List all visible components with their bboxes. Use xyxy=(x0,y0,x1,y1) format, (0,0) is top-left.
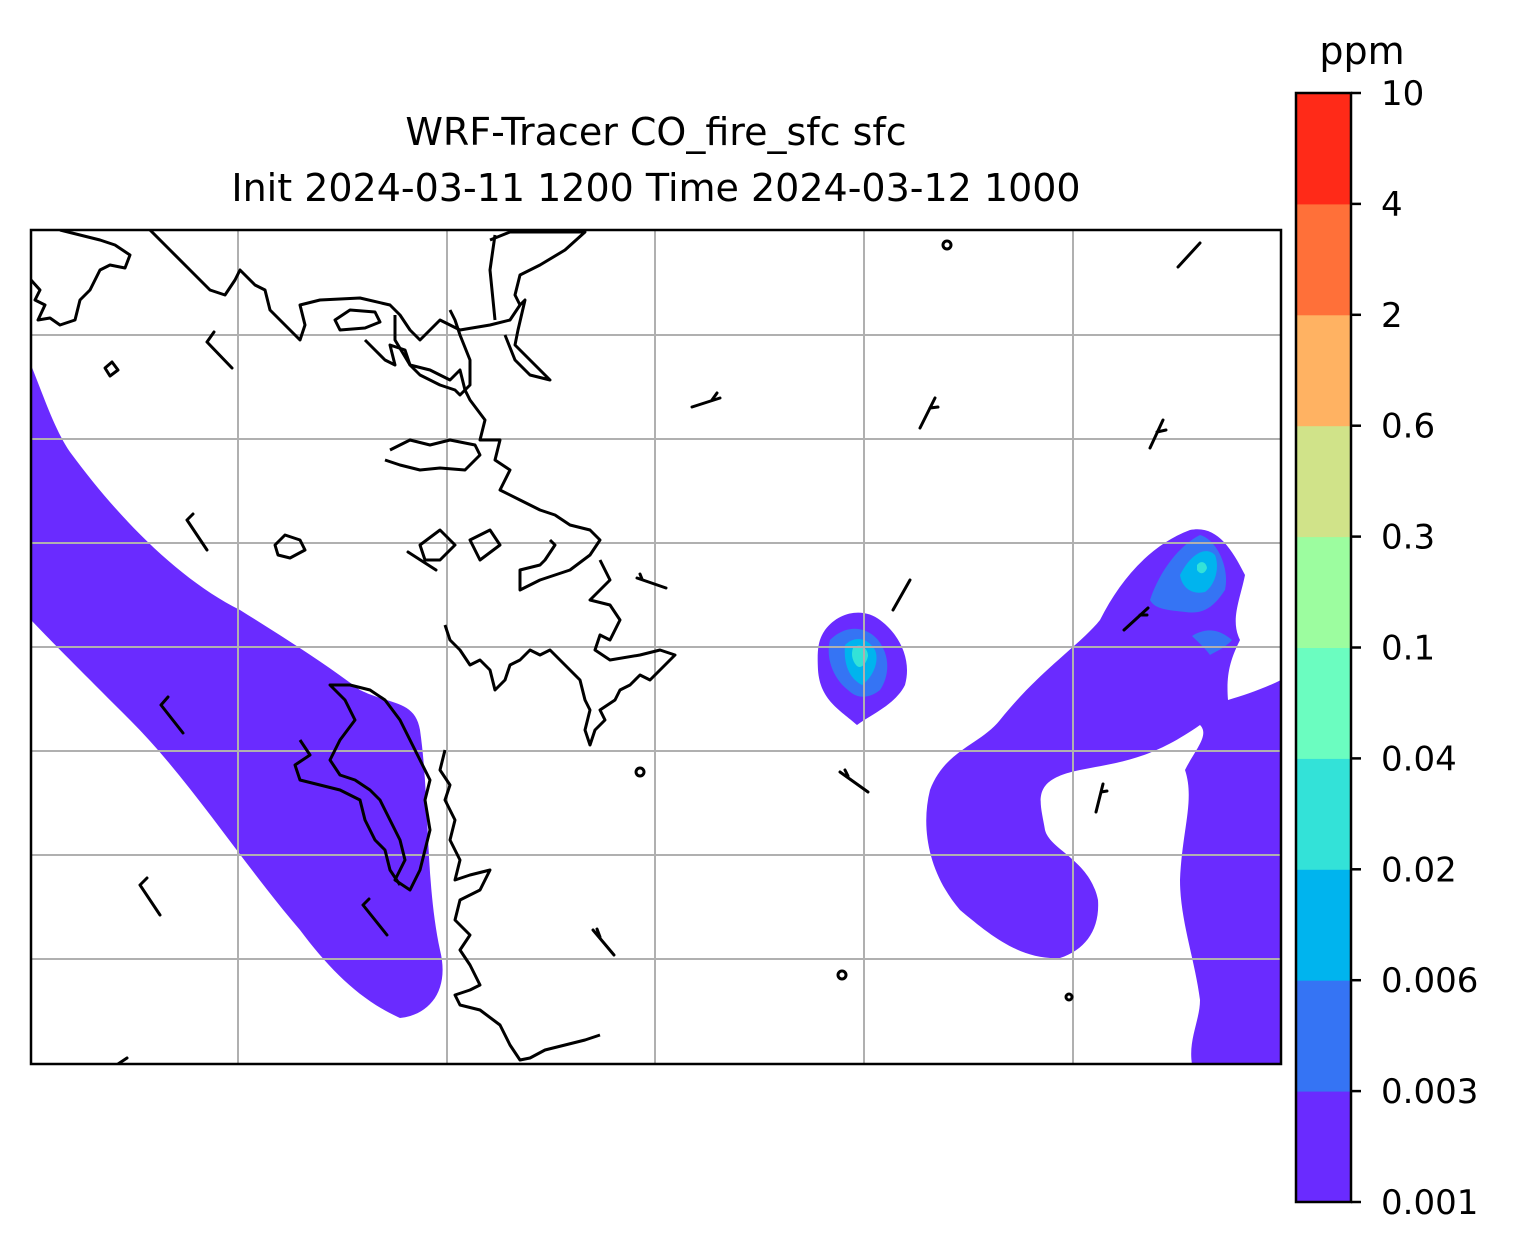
wind-barb xyxy=(690,391,722,409)
co-plume-east-core-2 xyxy=(1180,551,1217,593)
wind-barb xyxy=(1122,606,1150,632)
colorbar-tick-label: 0.1 xyxy=(1381,629,1435,669)
puget-sound-west xyxy=(393,309,472,397)
colorbar-tick-label: 0.006 xyxy=(1381,961,1478,1001)
colorbar-band xyxy=(1296,647,1351,759)
bay-island-1 xyxy=(333,308,382,332)
colorbar-band xyxy=(1296,425,1351,538)
map-gridlines xyxy=(31,230,1281,1064)
wind-barb xyxy=(185,512,209,552)
island-dot-3 xyxy=(836,969,848,981)
colorbar-band xyxy=(1296,758,1351,870)
colorbar-band xyxy=(1296,536,1351,648)
colorbar-band xyxy=(1296,314,1351,427)
wind-barb xyxy=(1148,418,1168,450)
coastline-north xyxy=(31,230,132,327)
colorbar-band xyxy=(1296,203,1351,316)
island-dot-2 xyxy=(634,766,646,778)
coastline-islands-mid xyxy=(384,438,482,472)
colorbar-unit-label: ppm xyxy=(1319,29,1404,73)
wind-barb xyxy=(891,578,912,612)
wind-barb xyxy=(205,330,234,370)
map-frame xyxy=(29,228,1283,1066)
colorbar-tick-label: 0.6 xyxy=(1381,407,1435,447)
map-title-line-2: Init 2024-03-11 1200 Time 2024-03-12 100… xyxy=(231,166,1081,210)
map-area xyxy=(31,230,1281,1064)
colorbar-tick-label: 0.04 xyxy=(1381,739,1457,779)
wind-barb xyxy=(635,572,668,590)
colorbar-tick-label: 2 xyxy=(1381,296,1403,336)
coastline-sound-south xyxy=(443,559,677,747)
island-dot-1 xyxy=(941,239,953,251)
wind-barb xyxy=(1176,241,1202,269)
wind-barb xyxy=(1094,782,1109,814)
coastline-north-2 xyxy=(148,230,552,382)
map-title-line-1: WRF-Tracer CO_fire_sfc sfc xyxy=(405,110,907,154)
colorbar-band xyxy=(1296,93,1351,205)
wind-barb xyxy=(159,695,185,735)
co-plume-east xyxy=(926,529,1281,1064)
colorbar-tick-label: 10 xyxy=(1381,74,1424,114)
wind-barb xyxy=(838,768,870,794)
wind-barbs xyxy=(116,241,1202,1064)
peninsula xyxy=(328,683,432,892)
wind-barb xyxy=(918,396,940,430)
coastline-sound xyxy=(363,338,602,592)
island-small-2 xyxy=(418,528,457,562)
colorbar-tick-label: 0.02 xyxy=(1381,850,1457,890)
coastline-channel xyxy=(489,230,587,306)
wind-barb xyxy=(361,897,389,937)
colorbar-band xyxy=(1296,1091,1351,1203)
colorbar-tick-label: 4 xyxy=(1381,185,1403,225)
island-small-3 xyxy=(468,528,502,562)
coastline-channel-2 xyxy=(488,234,497,321)
peninsula-west xyxy=(293,739,402,886)
co-plume-east-core-1b xyxy=(1192,630,1232,655)
wind-barb xyxy=(406,550,438,572)
island-dot-4 xyxy=(1064,992,1074,1002)
colorbar: 0.001 0.003 0.006 0.02 0.04 0.1 0.3 0.6 2 4 10 xyxy=(1294,74,1478,1223)
coastlines xyxy=(31,230,1074,1062)
colorbar-band xyxy=(1296,980,1351,1092)
wind-barb xyxy=(138,876,162,917)
colorbar-tick-label: 0.001 xyxy=(1381,1183,1478,1223)
co-plume-west xyxy=(31,365,443,1018)
coastline-south xyxy=(438,749,601,1062)
colorbar-tick-label: 0.003 xyxy=(1381,1072,1478,1112)
colorbar-tick-label: 0.3 xyxy=(1381,518,1435,558)
co-plume-east-core-3 xyxy=(1197,562,1207,574)
island-small-4 xyxy=(103,360,120,378)
wind-barb xyxy=(591,927,616,957)
island-small-1 xyxy=(273,533,307,560)
colorbar-band xyxy=(1296,869,1351,981)
